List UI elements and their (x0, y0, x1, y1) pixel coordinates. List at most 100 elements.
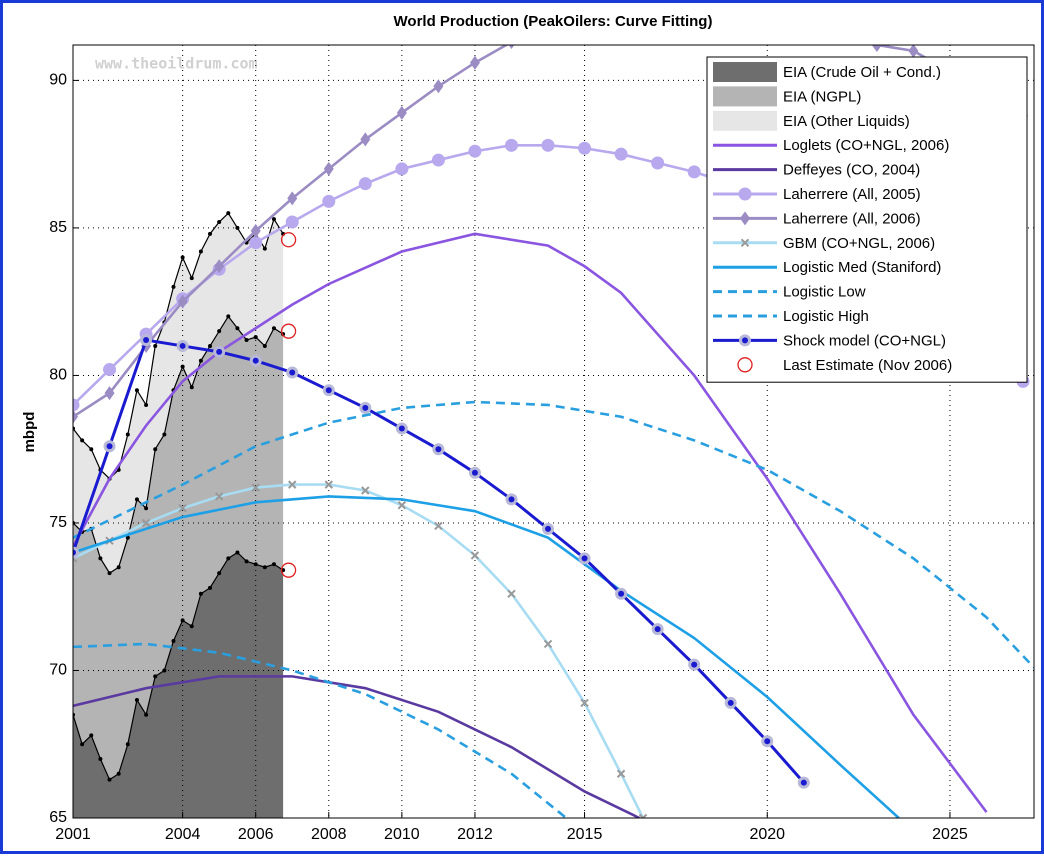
area-point (116, 565, 121, 570)
marker (431, 153, 445, 167)
area-point (235, 326, 240, 331)
area-point (162, 668, 167, 673)
marker (578, 141, 592, 155)
chart-title: World Production (PeakOilers: Curve Fitt… (394, 13, 713, 30)
marker (543, 639, 553, 649)
marker (616, 769, 626, 778)
area-point (180, 364, 185, 369)
marker (249, 236, 263, 250)
legend-label: Laherrere (All, 2005) (783, 186, 921, 203)
area-point (244, 559, 249, 564)
y-tick-label: 75 (49, 514, 67, 531)
marker-center (581, 555, 588, 562)
marker (469, 55, 480, 70)
area-point (235, 550, 240, 555)
x-tick-label: 2001 (55, 826, 91, 843)
plot-frame (72, 44, 1035, 819)
marker (738, 187, 752, 201)
marker (285, 215, 299, 229)
area (73, 316, 284, 780)
marker (468, 144, 482, 158)
area-point (153, 343, 158, 348)
marker (103, 363, 117, 377)
series-line (73, 495, 900, 818)
marker (214, 492, 224, 501)
marker-center (179, 342, 186, 349)
marker (358, 177, 372, 191)
area-point (153, 674, 158, 679)
area-point (125, 432, 130, 437)
area-point (89, 447, 94, 452)
marker (871, 45, 882, 52)
y-tick-label: 65 (49, 809, 67, 826)
marker (541, 138, 555, 152)
marker (504, 138, 518, 152)
area-point (189, 276, 194, 281)
marker (214, 259, 225, 274)
area-point (226, 211, 231, 216)
area-point (153, 447, 158, 452)
area-point (107, 777, 112, 782)
area-edge (73, 212, 284, 480)
marker-center (471, 469, 478, 476)
legend-label: EIA (Crude Oil + Cond.) (783, 64, 941, 81)
legend-label: Laherrere (All, 2006) (783, 210, 921, 227)
area-point (144, 506, 149, 511)
area (73, 213, 284, 574)
area-point (198, 358, 203, 363)
area-point (189, 624, 194, 629)
area-point (189, 385, 194, 390)
area-point (208, 231, 213, 236)
marker-center (362, 404, 369, 411)
area-point (244, 338, 249, 343)
y-tick-label: 70 (49, 662, 67, 679)
marker (638, 813, 648, 818)
area-point (144, 402, 149, 407)
marker-center (73, 549, 76, 556)
marker-center (618, 590, 625, 597)
legend-label: EIA (Other Liquids) (783, 113, 910, 130)
area-point (271, 326, 276, 331)
marker-center (106, 443, 113, 450)
area-point (125, 742, 130, 747)
area-point (208, 343, 213, 348)
series-line (73, 642, 568, 818)
area-point (198, 591, 203, 596)
x-tick-label: 2015 (567, 826, 603, 843)
marker (433, 79, 444, 94)
marker (104, 386, 115, 401)
marker (740, 211, 750, 226)
area-point (98, 556, 103, 561)
marker (397, 501, 407, 510)
marker (322, 194, 336, 208)
area-point (134, 497, 139, 502)
legend-label: Logistic High (783, 308, 869, 325)
x-tick-label: 2012 (457, 826, 493, 843)
legend-swatch (737, 357, 753, 373)
marker (470, 551, 480, 560)
area-point (125, 535, 130, 540)
marker (396, 105, 407, 120)
legend-swatch (713, 86, 777, 107)
marker (361, 486, 370, 495)
marker (251, 483, 260, 492)
marker-center (252, 357, 259, 364)
marker (507, 589, 516, 598)
area-point (226, 556, 231, 561)
area-point (217, 220, 222, 225)
area-point (180, 255, 185, 260)
legend-label: Loglets (CO+NGL, 2006) (783, 137, 949, 154)
marker (324, 480, 333, 489)
legend-label: Last Estimate (Nov 2006) (783, 357, 952, 374)
marker-center (216, 348, 223, 355)
area-point (262, 343, 267, 348)
area-point (80, 438, 85, 443)
last-estimate (280, 323, 297, 339)
y-tick-label: 85 (49, 219, 67, 236)
area-point (217, 571, 222, 576)
marker-center (654, 626, 661, 633)
area-point (217, 329, 222, 334)
area-point (271, 562, 276, 567)
